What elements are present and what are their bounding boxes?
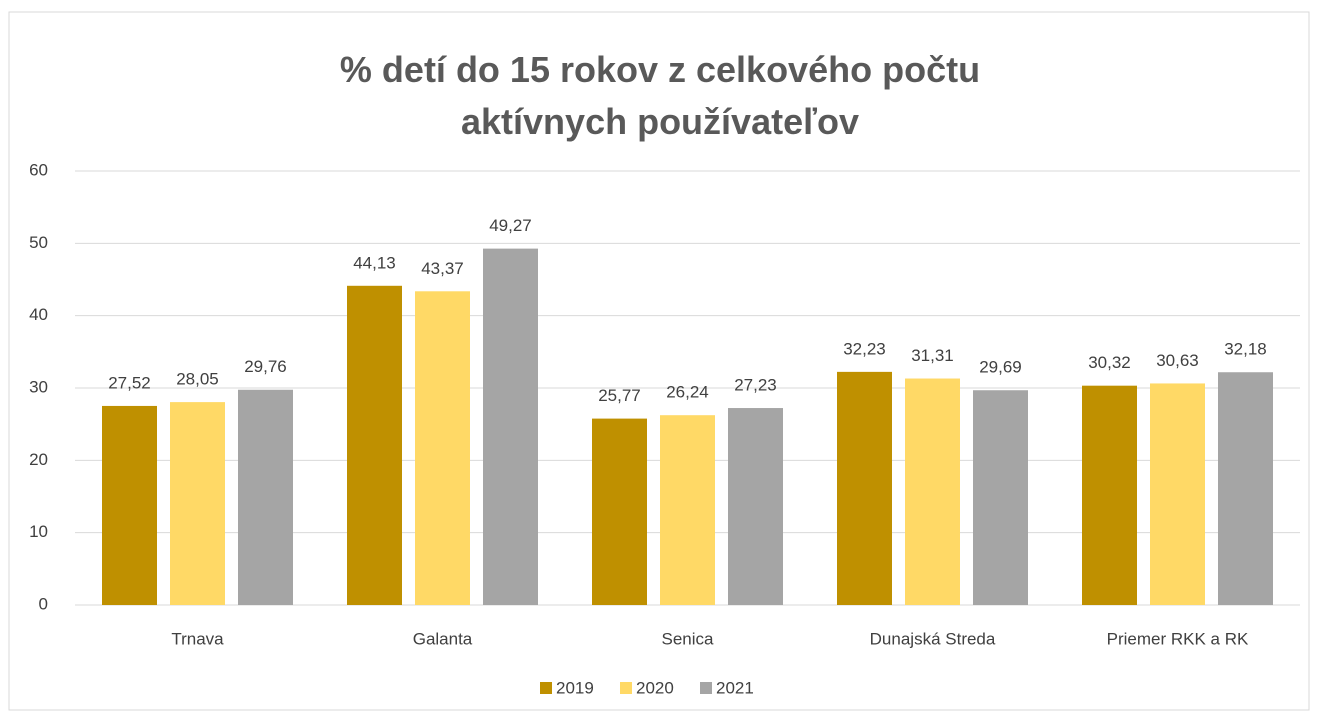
- bar: [347, 285, 402, 605]
- data-label: 26,24: [666, 383, 709, 402]
- data-label: 30,32: [1088, 353, 1131, 372]
- data-label: 27,23: [734, 376, 777, 395]
- y-tick-label: 40: [29, 305, 48, 324]
- data-label: 25,77: [598, 386, 641, 405]
- data-label: 32,23: [843, 339, 886, 358]
- data-label: 27,52: [108, 373, 151, 392]
- data-label: 31,31: [911, 346, 954, 365]
- legend-label: 2020: [636, 678, 674, 697]
- bar: [483, 248, 538, 606]
- chart-border: [8, 11, 1310, 711]
- data-label: 29,76: [244, 357, 287, 376]
- bar: [1150, 383, 1205, 605]
- legend-swatch: [540, 682, 552, 694]
- bar: [1082, 385, 1137, 605]
- bar: [1218, 372, 1273, 605]
- chart-title: % detí do 15 rokov z celkového počtu akt…: [339, 49, 981, 142]
- legend-label: 2019: [556, 678, 594, 697]
- y-tick-label: 30: [29, 377, 48, 396]
- bar: [837, 371, 892, 605]
- bar: [728, 408, 783, 605]
- bar: [102, 405, 157, 605]
- y-tick-label: 20: [29, 450, 48, 469]
- x-tick-label: Dunajská Streda: [870, 629, 996, 648]
- legend-swatch: [700, 682, 712, 694]
- bar: [592, 418, 647, 605]
- data-label: 44,13: [353, 253, 396, 272]
- data-label: 28,05: [176, 370, 219, 389]
- bar: [905, 378, 960, 605]
- y-tick-label: 50: [29, 233, 48, 252]
- data-label: 30,63: [1156, 351, 1199, 370]
- bar: [973, 390, 1028, 605]
- x-tick-label: Priemer RKK a RK: [1107, 629, 1249, 648]
- legend-swatch: [620, 682, 632, 694]
- bar: [170, 402, 225, 605]
- data-label: 32,18: [1224, 340, 1267, 359]
- y-tick-label: 10: [29, 522, 48, 541]
- y-tick-label: 0: [39, 594, 48, 613]
- bar: [415, 291, 470, 605]
- data-label: 43,37: [421, 259, 464, 278]
- y-tick-label: 60: [29, 160, 48, 179]
- data-label: 29,69: [979, 358, 1022, 377]
- legend-label: 2021: [716, 678, 754, 697]
- bar: [238, 389, 293, 605]
- x-tick-label: Trnava: [171, 629, 224, 648]
- data-label: 49,27: [489, 216, 532, 235]
- x-tick-label: Galanta: [413, 629, 473, 648]
- x-tick-label: Senica: [662, 629, 715, 648]
- bar: [660, 415, 715, 605]
